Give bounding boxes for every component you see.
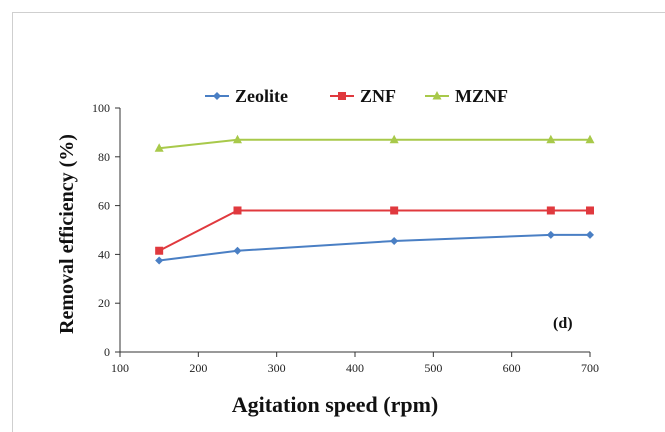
data-point-znf [233, 206, 242, 215]
x-tick-label: 400 [346, 361, 364, 375]
data-point-mznf [546, 134, 556, 144]
data-point-znf [390, 206, 399, 215]
data-point-mznf [585, 134, 595, 144]
x-tick-label: 600 [503, 361, 521, 375]
data-point-zeolite [155, 256, 164, 265]
y-tick-label: 80 [98, 150, 110, 164]
data-point-mznf [233, 134, 242, 144]
x-tick-label: 200 [189, 361, 207, 375]
legend-label: ZNF [360, 86, 396, 106]
series-zeolite [155, 230, 594, 265]
line-chart: 0 20 40 60 80 100 100 200 300 400 500 600 700 Zeolit… [56, 86, 599, 417]
series-line-mznf [159, 138, 590, 150]
series-line-znf [158, 209, 590, 252]
data-point-znf [586, 206, 594, 215]
x-axis-title: Agitation speed (rpm) [232, 392, 439, 417]
x-tick-label: 700 [581, 361, 599, 375]
data-point-zeolite [390, 236, 399, 245]
legend-item-mznf: MZNF [425, 86, 508, 106]
legend-marker-znf [338, 92, 346, 100]
y-tick-label: 0 [104, 345, 110, 359]
legend: Zeolite ZNF MZNF [205, 86, 508, 106]
legend-item-zeolite: Zeolite [205, 86, 288, 106]
x-tick-label: 100 [111, 361, 129, 375]
y-tick-label: 20 [98, 296, 110, 310]
data-point-zeolite [546, 230, 555, 239]
legend-item-znf: ZNF [330, 86, 396, 106]
data-point-znf [155, 246, 164, 255]
data-point-zeolite [586, 230, 594, 239]
series-znf [155, 206, 594, 255]
series-mznf [154, 134, 595, 152]
chart-frame [12, 12, 665, 432]
y-tick-label: 40 [98, 247, 110, 261]
legend-label: Zeolite [235, 86, 288, 106]
axes [115, 107, 591, 357]
legend-marker-zeolite [213, 92, 221, 100]
data-point-mznf [154, 143, 164, 152]
data-point-mznf [389, 134, 399, 144]
x-tick-label: 300 [268, 361, 286, 375]
y-tick-label: 100 [92, 101, 110, 115]
x-tick-label: 500 [424, 361, 442, 375]
series-group [154, 134, 595, 265]
y-tick-label: 60 [98, 199, 110, 213]
legend-marker-mznf [432, 91, 442, 100]
tick-labels: 0 20 40 60 80 100 100 200 300 400 500 600 700 [92, 101, 599, 375]
series-line-zeolite [159, 233, 590, 262]
y-axis-title: Removal efficiency (%) [56, 134, 78, 334]
panel-label: (d) [553, 315, 573, 332]
legend-label: MZNF [455, 86, 508, 106]
data-point-znf [546, 206, 555, 215]
data-point-zeolite [233, 246, 242, 255]
